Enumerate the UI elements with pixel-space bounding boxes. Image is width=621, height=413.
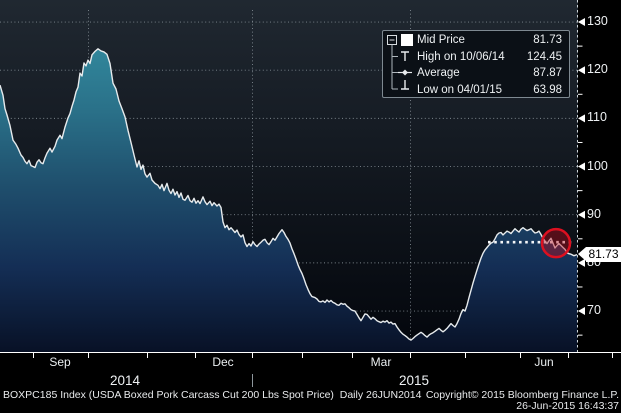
y-axis-arrow-tick — [578, 66, 585, 75]
y-axis-arrow-tick — [578, 162, 585, 171]
legend-row-low[interactable]: Low on 04/01/15 63.98 — [417, 82, 562, 99]
low-marker-icon — [401, 80, 409, 90]
legend-value: 124.45 — [526, 50, 562, 63]
timestamp-text: 26-Jun-2015 16:43:37 — [516, 400, 619, 412]
last-price-tag: 81.73 — [578, 247, 621, 263]
y-axis-arrow-tick — [578, 307, 585, 316]
legend-row-average[interactable]: Average 87.87 — [417, 65, 562, 82]
legend-row-mid-price[interactable]: Mid Price 81.73 — [417, 32, 562, 49]
last-price-value: 81.73 — [588, 247, 619, 262]
y-axis-arrow-tick — [578, 18, 585, 27]
legend-box[interactable]: Mid Price 81.73 High on 10/06/14 124.45 … — [382, 30, 570, 98]
high-marker-icon — [401, 51, 409, 61]
legend-label: Average — [417, 67, 460, 80]
legend-label: Low on 04/01/15 — [417, 83, 503, 96]
legend-label: Mid Price — [417, 34, 465, 47]
legend-label: High on 10/06/14 — [417, 50, 505, 63]
price-area — [0, 48, 577, 353]
security-title: BOXPC185 Index (USDA Boxed Pork Carcass … — [3, 389, 422, 401]
legend-row-high[interactable]: High on 10/06/14 124.45 — [417, 49, 562, 66]
tree-branch-lines — [391, 44, 398, 90]
price-line — [0, 48, 578, 341]
legend-value: 87.87 — [533, 67, 562, 80]
annotation-red-circle — [540, 227, 572, 259]
y-axis-arrow-tick — [578, 114, 585, 123]
legend-tree-icons — [387, 34, 413, 90]
legend-value: 63.98 — [533, 83, 562, 96]
copyright-text: Copyright© 2015 Bloomberg Finance L.P. — [425, 389, 619, 401]
legend-value: 81.73 — [533, 34, 562, 47]
average-diamond-icon — [402, 69, 408, 76]
series-square-icon — [401, 34, 413, 46]
y-axis-arrow-tick — [578, 210, 585, 219]
